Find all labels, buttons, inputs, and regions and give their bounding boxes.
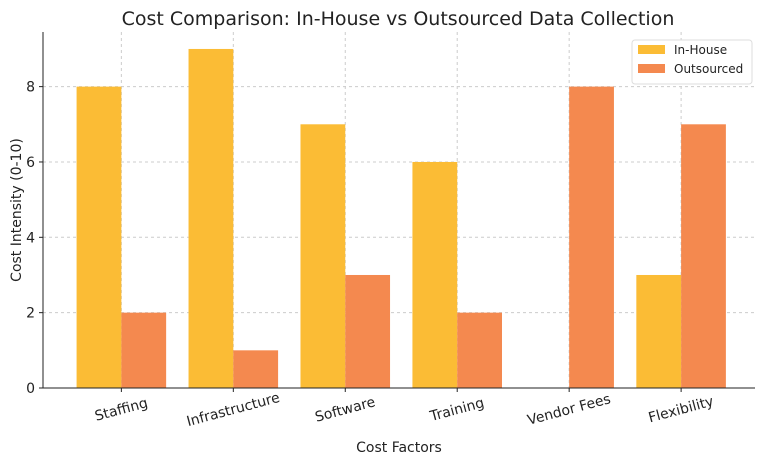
x-tick-label: Infrastructure <box>185 390 282 430</box>
legend-swatch <box>638 45 665 54</box>
bar-outsourced <box>121 312 167 388</box>
y-axis-label: Cost Intensity (0-10) <box>9 138 25 282</box>
bar-outsourced <box>457 312 502 388</box>
legend: In-House Outsourced <box>631 39 753 85</box>
bar-in-house <box>636 274 682 388</box>
x-axis-label: Cost Factors <box>356 440 442 456</box>
legend-swatch <box>638 64 665 73</box>
y-tick-label: 4 <box>26 230 35 246</box>
bar-in-house <box>412 161 458 388</box>
legend-label: In-House <box>674 43 727 57</box>
x-tick-label: Vendor Fees <box>526 391 613 429</box>
y-tick-label: 0 <box>26 381 35 397</box>
bar-outsourced <box>345 274 391 388</box>
legend-label: Outsourced <box>674 62 743 76</box>
y-tick-label: 8 <box>26 80 35 96</box>
x-tick-label: Training <box>427 395 485 425</box>
bar-outsourced <box>569 86 614 389</box>
x-tick-label: Staffing <box>93 395 150 424</box>
chart-title: Cost Comparison: In-House vs Outsourced … <box>122 8 675 30</box>
x-tick-label: Software <box>313 394 377 425</box>
bar-outsourced <box>681 124 726 388</box>
y-tick-label: 6 <box>26 155 35 171</box>
x-tick-label: Flexibility <box>647 394 716 427</box>
bar-in-house <box>76 86 122 389</box>
bar-in-house <box>188 48 234 388</box>
y-tick-label: 2 <box>26 306 35 322</box>
bar-in-house <box>300 124 346 388</box>
bar-outsourced <box>233 350 279 388</box>
